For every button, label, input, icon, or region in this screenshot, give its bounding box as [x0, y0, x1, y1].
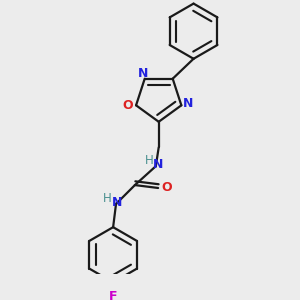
Text: N: N: [112, 196, 123, 209]
Text: N: N: [138, 67, 148, 80]
Text: O: O: [161, 181, 172, 194]
Text: N: N: [183, 98, 193, 110]
Text: F: F: [109, 290, 117, 300]
Text: O: O: [123, 99, 133, 112]
Text: H: H: [103, 192, 112, 205]
Text: H: H: [145, 154, 154, 167]
Text: N: N: [153, 158, 163, 171]
